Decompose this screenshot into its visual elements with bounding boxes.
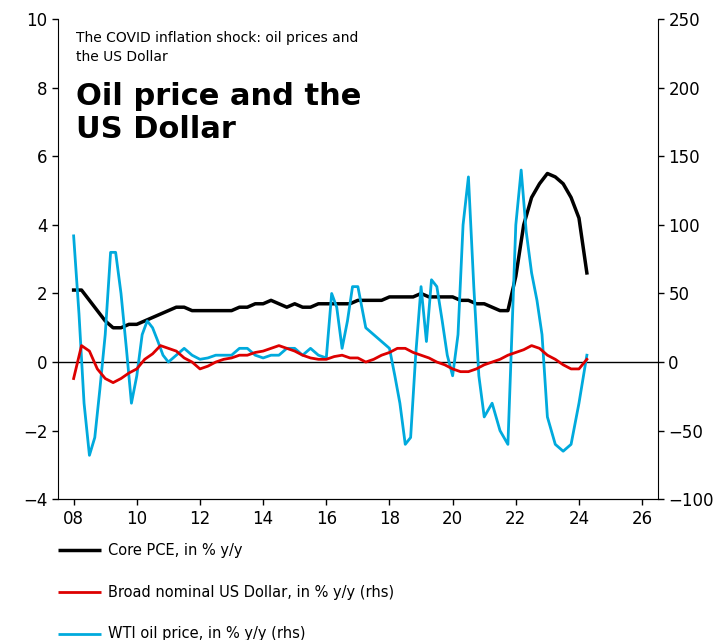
- Text: Broad nominal US Dollar, in % y/y (rhs): Broad nominal US Dollar, in % y/y (rhs): [108, 584, 395, 600]
- Text: WTI oil price, in % y/y (rhs): WTI oil price, in % y/y (rhs): [108, 626, 306, 640]
- Text: Core PCE, in % y/y: Core PCE, in % y/y: [108, 543, 243, 558]
- Text: Oil price and the
US Dollar: Oil price and the US Dollar: [76, 81, 362, 144]
- Text: The COVID inflation shock: oil prices and
the US Dollar: The COVID inflation shock: oil prices an…: [76, 31, 358, 63]
